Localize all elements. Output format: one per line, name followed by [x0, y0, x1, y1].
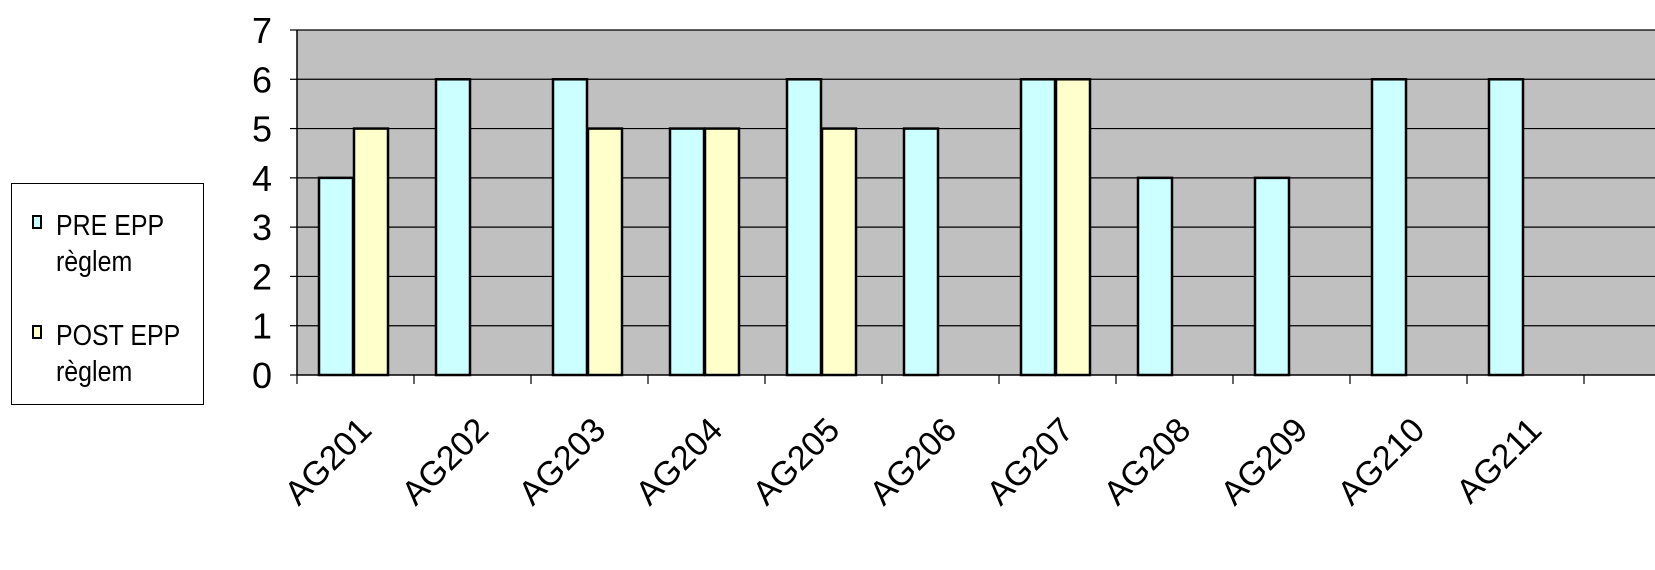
plot-area: [297, 30, 1655, 375]
bar-post-AG203: [586, 127, 624, 377]
x-tick-label: AG208: [1096, 411, 1198, 513]
y-tick-label: 7: [252, 10, 272, 51]
y-tick-label: 5: [252, 109, 272, 150]
x-tick-label: AG206: [862, 411, 964, 513]
legend-swatch-pre: [32, 215, 42, 229]
x-tick-label: AG202: [394, 411, 496, 513]
y-tick-label: 4: [252, 158, 272, 199]
bar-post-AG207: [1054, 78, 1092, 377]
bar-pre-AG208: [1136, 176, 1174, 377]
bar-pre-AG206: [902, 127, 940, 377]
bar-post-AG205: [820, 127, 858, 377]
x-tick-label: AG207: [979, 411, 1081, 513]
legend-swatch-post: [32, 325, 42, 339]
y-tick-label: 3: [252, 207, 272, 248]
x-tick-label: AG209: [1213, 411, 1315, 513]
bar-pre-AG211: [1487, 78, 1525, 377]
x-tick-label: AG211: [1449, 411, 1549, 511]
bar-pre-AG204: [668, 127, 706, 377]
bar-pre-AG210: [1370, 78, 1408, 377]
bar-pre-AG203: [551, 78, 589, 377]
bar-pre-AG209: [1253, 176, 1291, 377]
bar-post-AG201: [352, 127, 390, 377]
legend: PRE EPP règlem POST EPP règlem: [11, 183, 204, 405]
x-tick-label: AG210: [1330, 411, 1432, 513]
x-tick-label: AG203: [511, 411, 613, 513]
bar-pre-AG205: [785, 78, 823, 377]
bar-post-AG204: [703, 127, 741, 377]
bar-pre-AG202: [434, 78, 472, 377]
legend-label-pre: PRE EPP règlem: [56, 210, 165, 278]
x-tick-label: AG204: [628, 411, 730, 513]
y-tick-label: 1: [252, 306, 272, 347]
legend-label-post: POST EPP règlem: [56, 320, 181, 388]
bar-pre-AG207: [1019, 78, 1057, 377]
bar-pre-AG201: [317, 176, 355, 377]
x-tick-label: AG205: [745, 411, 847, 513]
y-tick-label: 2: [252, 256, 272, 297]
x-tick-label: AG201: [277, 411, 379, 513]
y-tick-label: 0: [252, 355, 272, 396]
y-tick-label: 6: [252, 59, 272, 100]
